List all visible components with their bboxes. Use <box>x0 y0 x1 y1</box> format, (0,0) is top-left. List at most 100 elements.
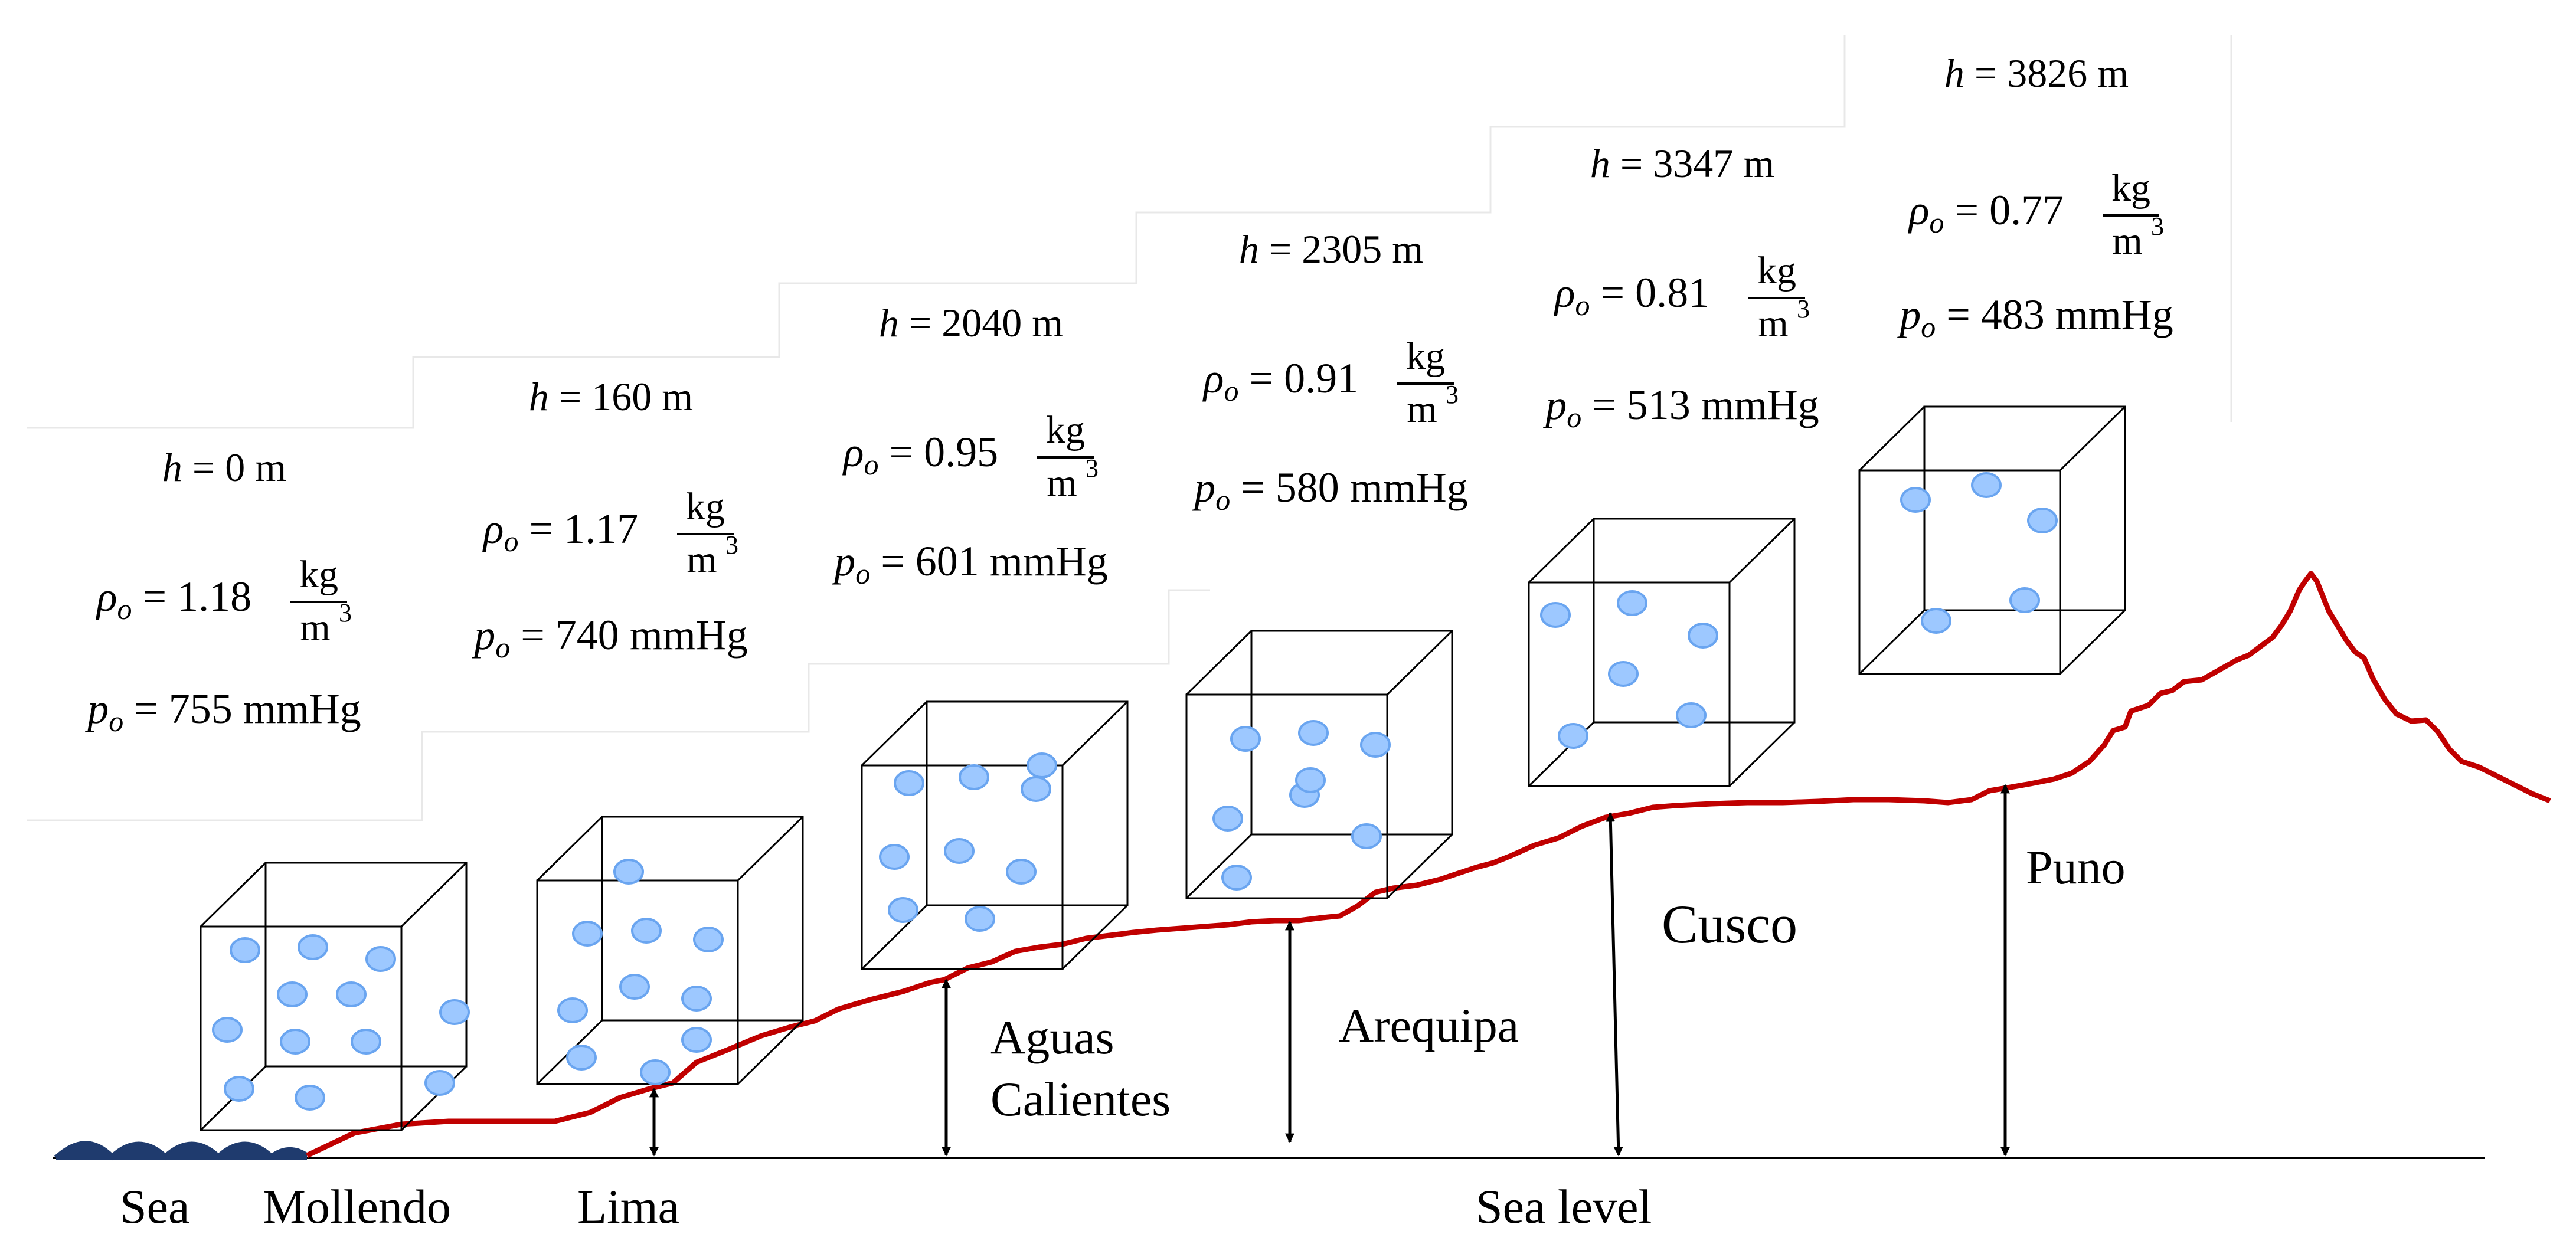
unit-denominator: m <box>1758 302 1788 345</box>
gas-particle <box>894 770 924 796</box>
cube-edge <box>1858 405 1926 472</box>
label-calientes: Calientes <box>990 1072 1171 1126</box>
cube-edge <box>1386 630 1453 696</box>
label-sea: Sea <box>120 1180 189 1233</box>
gas-particle <box>224 1076 254 1102</box>
cube-front-face <box>1185 693 1388 899</box>
cube-edge <box>1528 518 1595 584</box>
unit-numerator: kg <box>1406 335 1445 378</box>
gas-particle <box>1006 859 1037 885</box>
gas-particle <box>557 997 588 1023</box>
cube-edge <box>1061 904 1129 970</box>
gas-particle <box>298 934 328 960</box>
cube-front-face <box>861 764 1064 970</box>
gas-particle <box>351 1029 381 1055</box>
cube-edge <box>1728 721 1796 787</box>
station-pressure: po = 601 mmHg <box>831 538 1108 590</box>
station-pressure: po = 755 mmHg <box>84 685 361 738</box>
unit-denominator: m <box>1407 388 1437 431</box>
unit-numerator: kg <box>686 485 725 528</box>
gas-particle <box>566 1045 597 1071</box>
station-height: h = 160 m <box>529 374 693 419</box>
station-height: h = 0 m <box>162 445 286 490</box>
station-3-values: h = 2305 m ρo = 0.91 kg m 3 po = 580 mmHg <box>1191 227 1468 516</box>
unit-denominator: m <box>687 538 717 581</box>
unit-exponent: 3 <box>1086 454 1099 483</box>
gas-particle <box>613 859 644 885</box>
cube-edge <box>1858 609 1926 675</box>
cube-edge <box>400 862 468 928</box>
gas-particle <box>681 986 712 1012</box>
gas-particle <box>1617 590 1647 616</box>
gas-particle <box>439 999 470 1025</box>
station-density: ρo = 0.81 <box>1554 269 1709 322</box>
station-5-values: h = 3826 m ρo = 0.77 kg m 3 po = 483 mmHg <box>1897 51 2173 343</box>
cube-front-face <box>200 925 403 1131</box>
unit-denominator: m <box>300 606 330 649</box>
gas-particle <box>944 838 975 864</box>
cube-edge <box>1185 630 1253 696</box>
gas-particle <box>1212 806 1243 832</box>
station-density: ρo = 0.77 <box>1908 186 2064 239</box>
gas-particle <box>1360 732 1391 758</box>
station-pressure: po = 740 mmHg <box>471 611 748 664</box>
cube-edge <box>737 816 804 882</box>
unit-exponent: 3 <box>1797 294 1810 323</box>
label-puno: Puno <box>2026 840 2126 894</box>
label-mollendo: Mollendo <box>263 1180 451 1233</box>
gas-particle <box>1688 623 1718 649</box>
gas-particle <box>1295 767 1326 793</box>
gas-particle <box>965 906 995 932</box>
station-pressure: po = 580 mmHg <box>1191 464 1468 516</box>
cube-edge <box>1728 518 1796 584</box>
air-cube-0 <box>200 862 470 1131</box>
station-2-values: h = 2040 m ρo = 0.95 kg m 3 po = 601 mmHg <box>831 300 1108 590</box>
gas-particle <box>1921 608 1951 634</box>
air-cube-2 <box>861 700 1129 970</box>
gas-particle <box>681 1027 712 1053</box>
cube-front-face <box>1528 581 1731 787</box>
cube-edge <box>2059 405 2126 472</box>
station-pressure: po = 513 mmHg <box>1542 381 1819 434</box>
gas-particle <box>365 946 396 972</box>
gas-particle <box>295 1085 325 1111</box>
gas-particle <box>1558 723 1588 749</box>
station-height: h = 2040 m <box>879 300 1063 345</box>
cube-edge <box>1185 833 1253 899</box>
gas-particle <box>1351 823 1382 849</box>
gas-particle <box>1298 720 1329 746</box>
station-height: h = 3826 m <box>1944 51 2129 96</box>
step-outline <box>27 35 2232 821</box>
gas-particle <box>2027 508 2058 533</box>
gas-particle <box>1221 865 1252 891</box>
cube-edge <box>400 1065 468 1131</box>
place-labels: Sea Mollendo Lima Aguas Calientes Arequi… <box>120 840 2126 1233</box>
cube-edge <box>1061 700 1129 767</box>
station-4-values: h = 3347 m ρo = 0.81 kg m 3 po = 513 mmHg <box>1542 141 1819 434</box>
cube-edge <box>2059 609 2126 675</box>
cube-back-face <box>264 862 468 1068</box>
station-height: h = 2305 m <box>1239 227 1423 271</box>
gas-particle <box>424 1070 455 1096</box>
gas-particle <box>640 1059 671 1085</box>
gas-particle <box>336 981 367 1007</box>
terrain-profile <box>306 571 2551 1158</box>
unit-denominator: m <box>2112 220 2142 263</box>
unit-exponent: 3 <box>2151 212 2164 241</box>
label-arequipa: Arequipa <box>1339 999 1519 1052</box>
unit-exponent: 3 <box>1446 380 1459 409</box>
unit-exponent: 3 <box>339 598 352 627</box>
cube-edge <box>200 862 267 928</box>
gas-particle <box>619 974 650 1000</box>
station-density: ρo = 0.91 <box>1202 355 1358 407</box>
gas-particle <box>1900 487 1931 513</box>
station-height: h = 3347 m <box>1590 141 1774 186</box>
cube-back-face <box>601 816 804 1022</box>
gas-particle <box>212 1017 243 1043</box>
gas-particle <box>1540 602 1571 628</box>
arrow-cusco <box>1606 812 1623 1157</box>
unit-numerator: kg <box>1046 408 1085 451</box>
cube-front-face <box>1858 469 2061 675</box>
gas-particle <box>959 764 989 790</box>
